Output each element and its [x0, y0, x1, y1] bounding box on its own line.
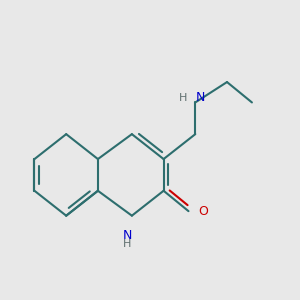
Text: O: O [199, 205, 208, 218]
Text: H: H [179, 93, 187, 103]
Text: H: H [123, 239, 131, 249]
Text: N: N [196, 92, 206, 104]
Text: N: N [123, 229, 132, 242]
